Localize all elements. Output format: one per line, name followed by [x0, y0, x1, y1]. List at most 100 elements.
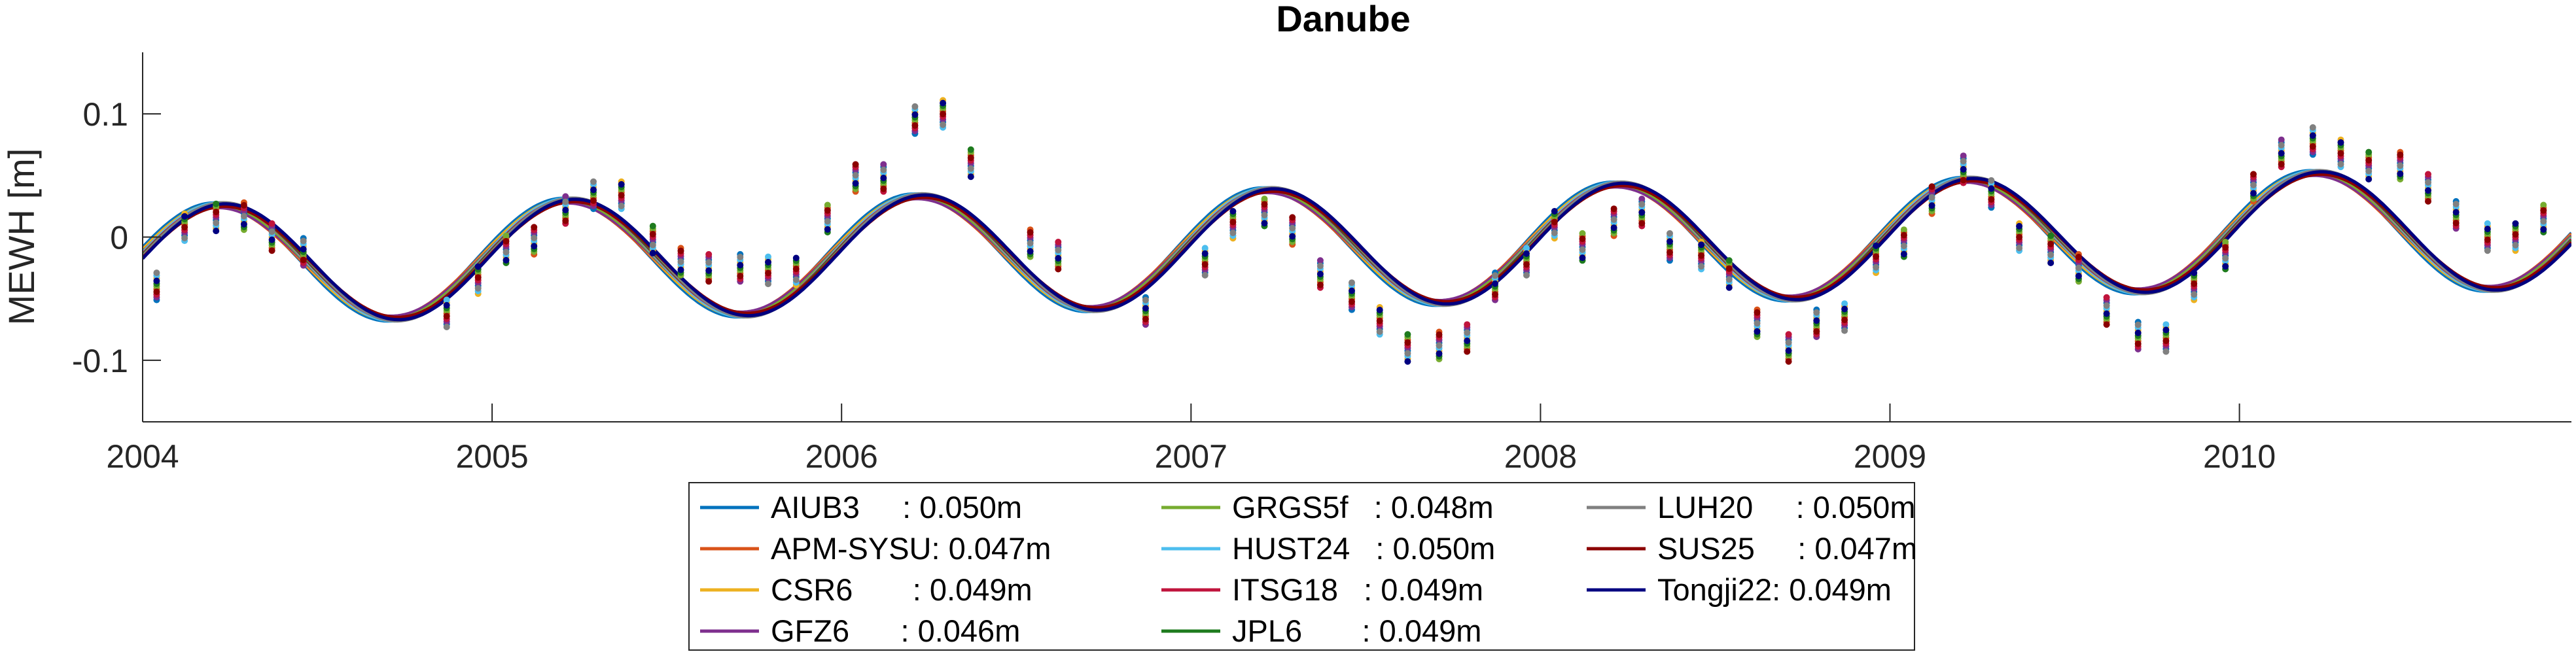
- data-point: [1404, 350, 1411, 357]
- data-point: [705, 267, 713, 274]
- data-point: [1201, 261, 1209, 268]
- data-point: [1523, 261, 1530, 268]
- data-point: [1229, 208, 1237, 215]
- data-point: [1551, 230, 1558, 237]
- data-point: [677, 247, 684, 254]
- data-point: [1900, 250, 1907, 258]
- data-point: [765, 258, 771, 266]
- data-point: [1201, 245, 1209, 252]
- data-point: [2222, 254, 2229, 262]
- data-point: [443, 296, 450, 303]
- data-point: [1667, 249, 1673, 256]
- data-point: [2278, 136, 2285, 143]
- data-point: [1610, 216, 1617, 223]
- data-point: [1436, 331, 1443, 338]
- data-point: [268, 228, 275, 235]
- data-point: [2278, 161, 2285, 167]
- data-point: [765, 269, 771, 277]
- data-point: [503, 256, 510, 264]
- data-point: [2309, 132, 2316, 139]
- data-point: [911, 111, 919, 118]
- data-point: [1928, 194, 1935, 201]
- data-point: [967, 154, 974, 162]
- legend-box: [688, 482, 1915, 651]
- data-point: [2452, 201, 2460, 207]
- data-point: [2047, 260, 2055, 266]
- data-point: [1754, 309, 1761, 316]
- data-point: [1900, 243, 1907, 250]
- data-point: [562, 217, 569, 224]
- data-point: [2103, 302, 2110, 309]
- legend-label-gfz6: GFZ6 : 0.046m: [771, 613, 1020, 648]
- data-point: [1142, 296, 1149, 303]
- chart-title: Danube: [1276, 0, 1410, 39]
- legend-label-itsg18: ITSG18 : 0.049m: [1232, 572, 1483, 607]
- data-point: [443, 301, 450, 309]
- data-point: [705, 259, 713, 266]
- data-point: [2571, 123, 2576, 129]
- data-point: [1698, 252, 1705, 259]
- data-point: [1027, 229, 1034, 236]
- data-point: [2222, 263, 2229, 270]
- data-point: [737, 254, 744, 260]
- data-point: [2222, 244, 2229, 251]
- data-point: [1841, 317, 1848, 324]
- data-point: [1813, 309, 1820, 316]
- x-tick-label: 2007: [1155, 438, 1227, 475]
- y-tick-label: 0: [110, 220, 128, 256]
- data-point: [2016, 222, 2023, 230]
- data-point: [1610, 224, 1617, 232]
- data-point: [2162, 326, 2170, 334]
- data-point: [1725, 265, 1733, 272]
- data-point: [268, 220, 275, 227]
- data-point: [213, 219, 220, 226]
- data-point: [1201, 250, 1209, 257]
- data-point: [2309, 143, 2316, 150]
- data-point: [153, 288, 160, 296]
- data-point: [1055, 247, 1062, 254]
- data-point: [940, 111, 947, 118]
- data-point: [1579, 254, 1586, 262]
- x-tick-label: 2004: [106, 438, 179, 475]
- data-point: [1551, 218, 1558, 226]
- axes: 0.1 0 -0.1 2004 2005 2006 2007 2008 2009 2010: [72, 52, 2571, 475]
- data-point: [618, 192, 625, 199]
- data-point: [1436, 342, 1443, 349]
- data-point: [1785, 339, 1792, 346]
- data-point: [880, 185, 887, 192]
- data-point: [1027, 248, 1034, 255]
- data-point: [2337, 150, 2344, 157]
- data-point: [824, 218, 831, 225]
- data-point: [2397, 151, 2404, 158]
- data-point: [1900, 226, 1907, 233]
- legend-label-luh20: LUH20 : 0.050m: [1657, 490, 1915, 525]
- data-point: [2540, 201, 2547, 209]
- data-point: [268, 236, 275, 243]
- data-point: [2134, 340, 2142, 347]
- data-point: [824, 207, 831, 214]
- data-point: [2103, 310, 2110, 317]
- data-point: [618, 181, 625, 188]
- data-point: [240, 213, 247, 220]
- data-point: [2365, 148, 2373, 156]
- data-point: [677, 266, 684, 273]
- data-point: [1785, 358, 1792, 365]
- data-point: [737, 262, 744, 269]
- legend-label-hust24: HUST24 : 0.050m: [1232, 531, 1495, 566]
- data-point: [1579, 235, 1586, 243]
- data-point: [562, 193, 569, 200]
- data-point: [2075, 273, 2082, 279]
- data-point: [2571, 114, 2576, 121]
- data-point: [1289, 224, 1296, 232]
- data-point: [2425, 187, 2431, 194]
- data-point: [1404, 331, 1411, 338]
- data-point: [1785, 347, 1792, 354]
- y-tick-label: -0.1: [72, 343, 128, 379]
- data-point: [1785, 331, 1792, 338]
- data-point: [1960, 165, 1967, 173]
- data-point: [503, 232, 510, 239]
- data-point: [1579, 230, 1586, 237]
- data-point: [2452, 209, 2460, 216]
- data-point: [2571, 133, 2576, 140]
